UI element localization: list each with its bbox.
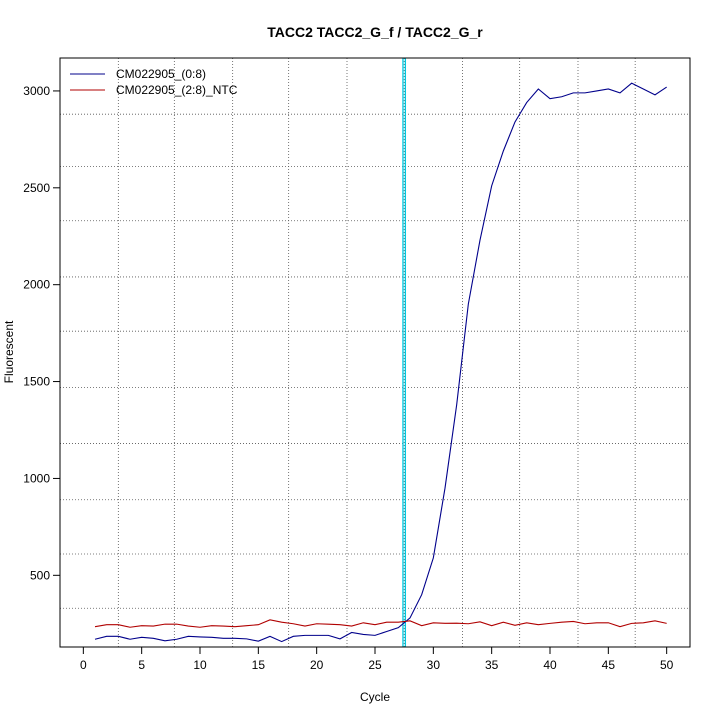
x-tick-label: 25 — [368, 658, 382, 672]
y-tick-label: 2000 — [23, 278, 50, 292]
x-axis-label: Cycle — [360, 690, 390, 704]
y-tick-label: 2500 — [23, 181, 50, 195]
x-tick-label: 35 — [485, 658, 499, 672]
legend-label: CM022905_(2:8)_NTC — [116, 83, 238, 97]
y-tick-label: 1000 — [23, 471, 50, 485]
y-tick-label: 500 — [30, 568, 50, 582]
y-axis: 500 1000 1500 2000 2500 3000 — [23, 84, 60, 582]
series-line-2 — [94, 619, 667, 628]
y-axis-label: Fluorescent — [2, 320, 16, 383]
x-tick-label: 50 — [660, 658, 674, 672]
legend-label: CM022905_(0:8) — [116, 67, 206, 81]
x-tick-label: 15 — [252, 658, 266, 672]
x-tick-label: 20 — [310, 658, 324, 672]
threshold-line-group — [402, 58, 407, 647]
x-tick-label: 10 — [193, 658, 207, 672]
y-tick-label: 3000 — [23, 84, 50, 98]
plot-frame — [59, 57, 691, 648]
y-tick-label: 1500 — [23, 375, 50, 389]
chart-title: TACC2 TACC2_G_f / TACC2_G_r — [267, 24, 483, 40]
series-group — [94, 82, 667, 643]
x-tick-label: 0 — [80, 658, 87, 672]
x-axis: 0 5 10 15 20 25 30 35 40 45 50 — [80, 647, 674, 672]
legend: CM022905_(0:8) CM022905_(2:8)_NTC — [70, 67, 238, 97]
x-tick-label: 40 — [543, 658, 557, 672]
series-line-1 — [94, 82, 667, 643]
x-tick-label: 45 — [602, 658, 616, 672]
grid — [60, 58, 690, 647]
x-tick-label: 5 — [138, 658, 145, 672]
x-tick-label: 30 — [427, 658, 441, 672]
